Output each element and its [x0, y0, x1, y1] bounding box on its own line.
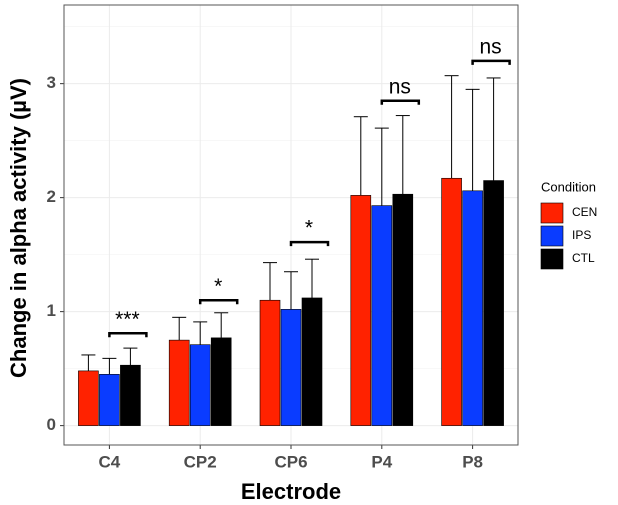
significance-label: * [305, 217, 313, 240]
bar [210, 337, 232, 426]
x-tick-label: CP6 [274, 452, 307, 471]
error-bar [172, 316, 187, 341]
significance-bracket [289, 240, 330, 247]
error-bar [353, 116, 368, 196]
x-tick-label: C4 [99, 452, 121, 471]
bar [441, 177, 462, 426]
error-bar [214, 312, 229, 338]
legend-label: CTL [572, 251, 595, 265]
legend-label: CEN [572, 205, 597, 219]
significance-label: ns [480, 35, 502, 58]
x-axis-title: Electrode [241, 479, 341, 504]
bar [371, 205, 393, 426]
plot-panel [63, 4, 519, 446]
error-bar [305, 258, 319, 298]
legend-key [540, 225, 564, 247]
error-bar [465, 88, 480, 191]
legend-key [540, 248, 564, 270]
significance-label: * [214, 275, 222, 298]
y-tick-label: 3 [47, 73, 56, 92]
y-tick-label: 1 [47, 301, 56, 320]
bar [78, 370, 99, 426]
x-tick-label: P8 [462, 452, 483, 471]
y-axis-title: Change in alpha activity (µV) [6, 78, 31, 378]
error-bar [486, 77, 501, 181]
bar [259, 299, 281, 426]
significance-bracket [198, 298, 239, 305]
error-bar [81, 354, 96, 371]
legend-title: Condition [541, 179, 596, 194]
bar [462, 190, 483, 426]
y-tick-label: 2 [47, 187, 56, 206]
bar [99, 374, 120, 426]
significance-label: ns [389, 75, 411, 98]
bar [392, 193, 414, 426]
error-bar [395, 115, 410, 195]
x-tick-label: CP2 [184, 452, 217, 471]
error-bar [102, 357, 117, 375]
significance-bracket [380, 99, 421, 105]
significance-bracket [471, 59, 511, 65]
error-bar [444, 75, 459, 179]
bar [483, 180, 504, 426]
significance-label: *** [115, 308, 140, 331]
error-bar [193, 321, 208, 345]
bar [120, 364, 141, 426]
significance-bracket [108, 332, 148, 338]
bar [189, 344, 211, 426]
error-bar [284, 271, 298, 310]
legend-label: IPS [572, 228, 591, 242]
error-bar [263, 262, 277, 301]
legend-key [540, 202, 564, 224]
bar [350, 195, 372, 426]
bar [168, 339, 190, 426]
error-bar [123, 347, 138, 366]
bar [301, 297, 323, 426]
bar [280, 309, 302, 426]
x-tick-label: P4 [371, 452, 392, 471]
error-bar [374, 127, 389, 206]
y-tick-label: 0 [47, 415, 56, 434]
